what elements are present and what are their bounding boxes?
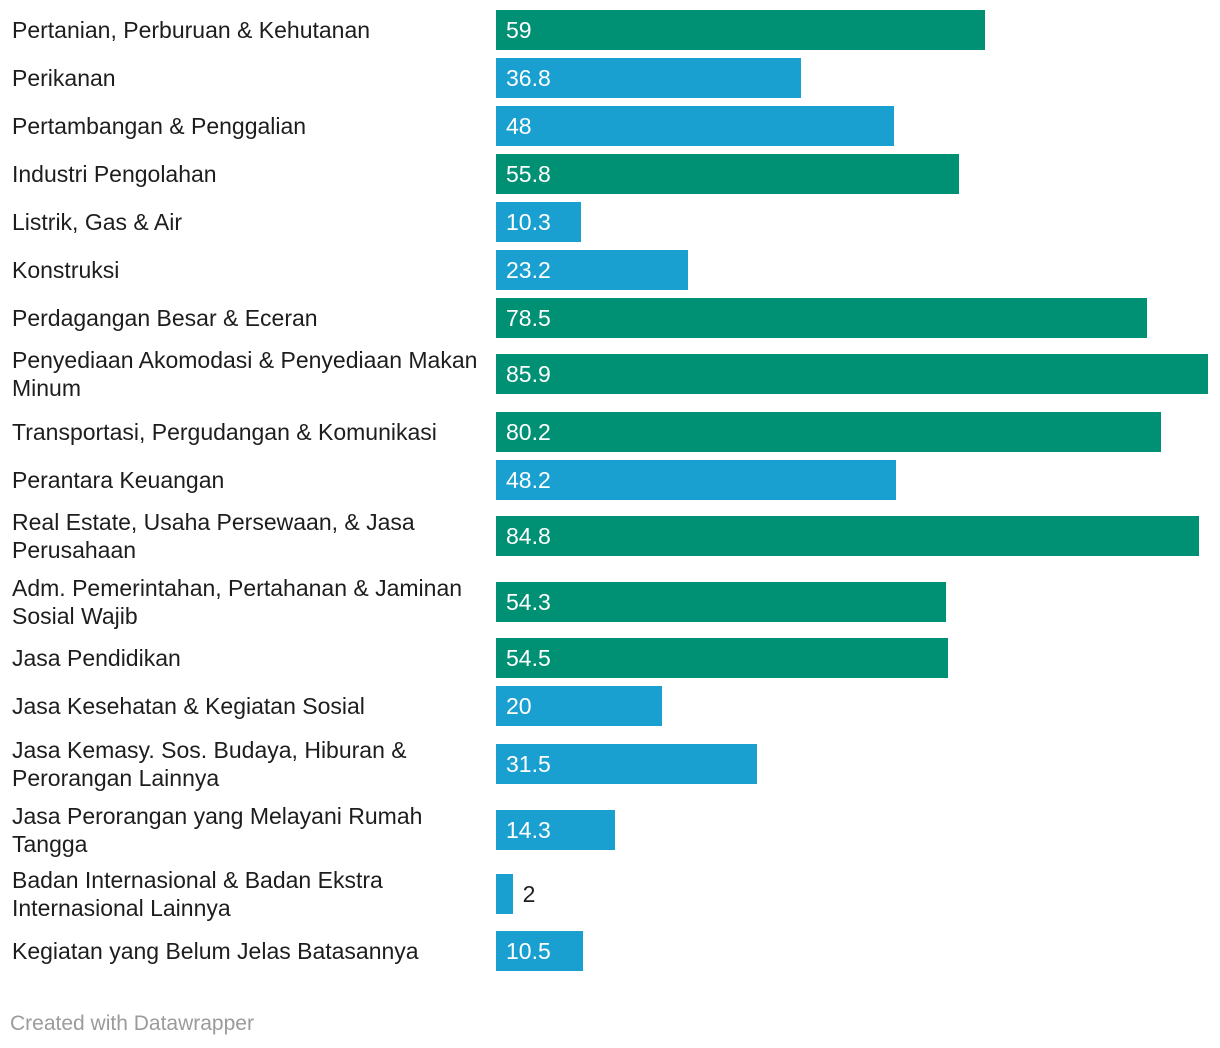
category-label: Pertanian, Perburuan & Kehutanan <box>12 17 371 43</box>
bar-chart: Pertanian, Perburuan & Kehutanan 59 Perika… <box>12 10 1208 971</box>
value-label: 23.2 <box>506 257 551 283</box>
bar[interactable] <box>496 582 947 622</box>
bar[interactable] <box>496 58 802 98</box>
category-label: Penyediaan Akomodasi & Penyediaan Makan … <box>12 347 478 401</box>
category-label: Real Estate, Usaha Persewaan, & Jasa Per… <box>12 509 415 563</box>
value-label: 59 <box>506 17 532 43</box>
value-label: 2 <box>522 881 536 907</box>
category-label: Jasa Kemasy. Sos. Budaya, Hiburan & Pero… <box>12 737 407 791</box>
bar[interactable] <box>496 744 758 784</box>
category-label: Pertambangan & Penggalian <box>12 113 307 139</box>
category-label: Kegiatan yang Belum Jelas Batasannya <box>12 938 419 964</box>
bar[interactable] <box>496 686 662 726</box>
value-label: 10.5 <box>506 938 551 964</box>
bar[interactable] <box>496 354 1208 394</box>
value-label: 20 <box>506 693 532 719</box>
bar[interactable] <box>496 298 1147 338</box>
bar[interactable] <box>496 638 948 678</box>
category-label: Konstruksi <box>12 257 120 283</box>
datawrapper-credit[interactable]: Created with Datawrapper <box>10 1012 254 1035</box>
category-label: Transportasi, Pergudangan & Komunikasi <box>12 419 437 445</box>
category-label: Perdagangan Besar & Eceran <box>12 305 318 331</box>
category-label: Industri Pengolahan <box>12 161 217 187</box>
category-label: Jasa Kesehatan & Kegiatan Sosial <box>12 693 365 719</box>
value-label: 48 <box>506 113 532 139</box>
category-label: Perikanan <box>12 65 116 91</box>
category-label: Adm. Pemerintahan, Pertahanan & Jaminan … <box>12 575 463 629</box>
category-label: Jasa Pendidikan <box>12 645 181 671</box>
value-label: 14.3 <box>506 817 551 843</box>
category-label: Badan Internasional & Badan Ekstra Inter… <box>12 867 383 921</box>
bar[interactable] <box>496 154 959 194</box>
value-label: 54.5 <box>506 645 551 671</box>
bar[interactable] <box>496 931 584 971</box>
bar[interactable] <box>496 10 986 50</box>
value-label: 48.2 <box>506 467 551 493</box>
bar[interactable] <box>496 516 1199 556</box>
category-label: Listrik, Gas & Air <box>12 209 182 235</box>
bar[interactable] <box>496 874 513 914</box>
value-label: 31.5 <box>506 751 551 777</box>
value-label: 54.3 <box>506 589 551 615</box>
value-label: 85.9 <box>506 361 551 387</box>
value-label: 36.8 <box>506 65 551 91</box>
bar[interactable] <box>496 250 689 290</box>
value-label: 78.5 <box>506 305 551 331</box>
category-label: Jasa Perorangan yang Melayani Rumah Tang… <box>12 803 423 857</box>
category-label: Perantara Keuangan <box>12 467 225 493</box>
bar[interactable] <box>496 412 1161 452</box>
bar[interactable] <box>496 460 896 500</box>
bar[interactable] <box>496 202 582 242</box>
value-label: 80.2 <box>506 419 551 445</box>
value-label: 55.8 <box>506 161 551 187</box>
value-label: 84.8 <box>506 523 551 549</box>
value-label: 10.3 <box>506 209 551 235</box>
bar[interactable] <box>496 106 894 146</box>
bar[interactable] <box>496 810 615 850</box>
